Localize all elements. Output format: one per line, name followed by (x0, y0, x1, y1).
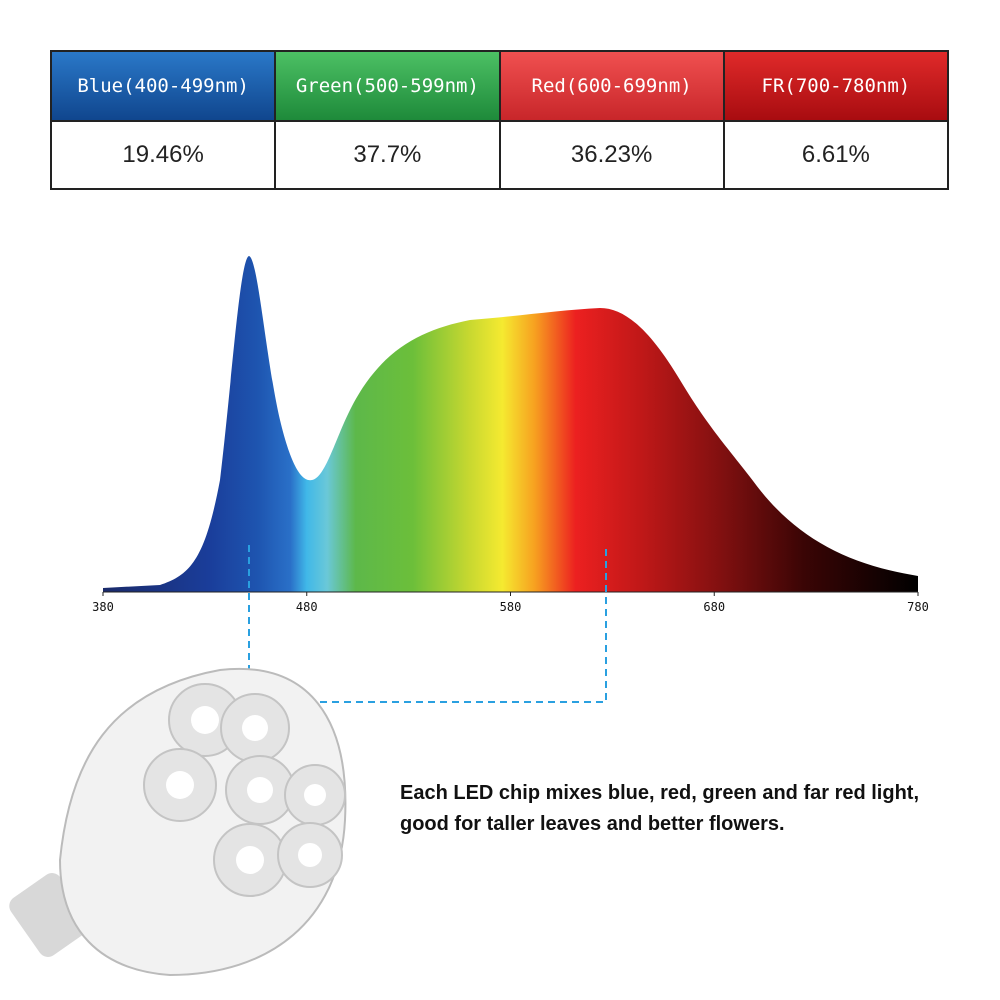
header-row: Blue(400-499nm) Green(500-599nm) Red(600… (49, 50, 950, 122)
dashed-connector (248, 545, 607, 703)
value-row: 19.46% 37.7% 36.23% 6.61% (49, 120, 950, 190)
value-cell: 19.46% (49, 120, 277, 190)
header-cell: FR(700-780nm) (722, 50, 950, 122)
x-tick-label: 780 (907, 600, 929, 614)
header-cell: Green(500-599nm) (274, 50, 501, 122)
x-ticks: 380 480 580 680 780 (92, 592, 929, 614)
bulb-illustration (9, 667, 347, 977)
x-tick-label: 480 (296, 600, 318, 614)
header-cell: Red(600-699nm) (498, 50, 725, 122)
x-tick-label: 580 (500, 600, 522, 614)
header-cell: Blue(400-499nm) (49, 50, 277, 122)
x-tick-label: 380 (92, 600, 114, 614)
band-table: Blue(400-499nm) Green(500-599nm) Red(600… (49, 50, 950, 190)
value-cell: 36.23% (498, 120, 725, 190)
x-tick-label: 680 (703, 600, 725, 614)
value-cell: 37.7% (274, 120, 501, 190)
caption: Each LED chip mixes blue, red, green and… (400, 782, 920, 835)
spectrum-curve (103, 256, 918, 592)
value-cell: 6.61% (722, 120, 950, 190)
